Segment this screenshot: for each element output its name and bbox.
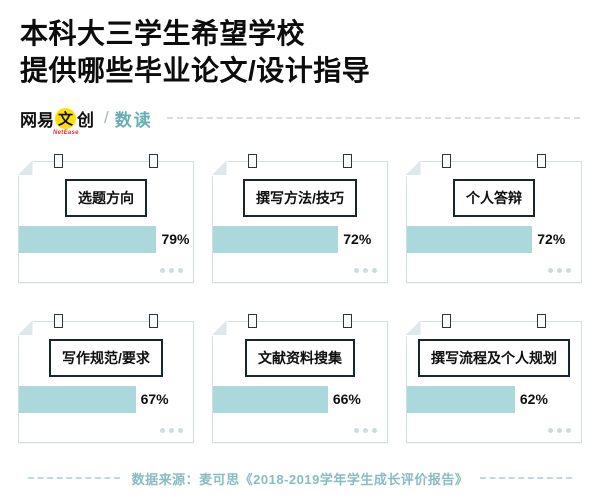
percent-label: 72% — [343, 231, 372, 248]
bar-track: 62% — [407, 385, 581, 413]
source-footer: 数据来源：麦可思《2018-2019学年学生成长评价报告》 — [0, 469, 600, 488]
label-row: 写作规范/要求 — [19, 338, 193, 377]
stat-card-5: 文献资料搜集 66% — [211, 313, 388, 443]
dots-icon — [354, 267, 377, 273]
brand-yellow-dot-icon: 文 — [55, 107, 76, 129]
label-row: 撰写方法/技巧 — [213, 178, 387, 217]
label-row: 文献资料搜集 — [213, 338, 387, 377]
bar-fill — [407, 385, 515, 413]
stat-card-3: 个人答辩 72% — [405, 153, 582, 283]
dots-icon — [160, 267, 183, 273]
dots-icon — [160, 427, 183, 433]
clip-icon — [441, 313, 451, 328]
shudu-logo: 数读 — [114, 110, 153, 130]
percent-label: 72% — [537, 231, 566, 248]
clip-icon — [343, 313, 353, 328]
bar-fill — [407, 225, 533, 253]
dots-icon — [354, 427, 377, 433]
bar-track: 66% — [213, 385, 387, 413]
bar-track: 79% — [19, 225, 193, 253]
clip-icon — [441, 153, 451, 168]
percent-label: 67% — [140, 391, 169, 408]
clip-icon — [247, 313, 257, 328]
bar-track: 72% — [407, 225, 581, 253]
category-label: 选题方向 — [65, 178, 147, 217]
percent-label: 66% — [332, 391, 361, 408]
clip-icon — [537, 153, 547, 168]
footer-dash-right — [480, 477, 573, 480]
bar-track: 67% — [19, 385, 193, 413]
title-line-1: 本科大三学生希望学校 — [20, 18, 306, 49]
bar-fill — [213, 385, 328, 413]
brand-separator: / — [104, 108, 109, 128]
footer-dash-left — [27, 477, 120, 480]
stat-card-6: 撰写流程及个人规划 62% — [405, 313, 582, 443]
dots-icon — [548, 427, 571, 433]
clip-icon — [343, 153, 353, 168]
brand-circled-char: 文 — [57, 110, 73, 128]
cards-grid: 选题方向 79% 撰写方法/技巧 72% — [17, 153, 582, 443]
stat-card-2: 撰写方法/技巧 72% — [211, 153, 388, 283]
category-label: 撰写方法/技巧 — [243, 178, 357, 217]
clip-icon — [149, 153, 159, 168]
netease-wordmark: NetEase — [53, 129, 79, 136]
clip-icon — [247, 153, 257, 168]
category-label: 文献资料搜集 — [245, 338, 355, 377]
page-title: 本科大三学生希望学校 提供哪些毕业论文/设计指导 — [20, 16, 580, 90]
dots-icon — [548, 267, 571, 273]
percent-label: 79% — [161, 231, 190, 248]
clip-icon — [537, 313, 547, 328]
brand-row: 网易 文 创 NetEase / 数读 — [20, 106, 580, 136]
bar-fill — [19, 225, 157, 253]
category-label: 个人答辩 — [453, 178, 535, 217]
header-dashed-divider — [166, 117, 580, 120]
label-row: 撰写流程及个人规划 — [407, 338, 581, 377]
category-label: 写作规范/要求 — [49, 338, 163, 377]
label-row: 个人答辩 — [407, 178, 581, 217]
clip-icon — [53, 313, 63, 328]
percent-label: 62% — [519, 391, 548, 408]
brand-prefix: 网易 — [20, 110, 54, 130]
bar-fill — [19, 385, 136, 413]
bar-track: 72% — [213, 225, 387, 253]
bar-fill — [213, 225, 339, 253]
category-label: 撰写流程及个人规划 — [418, 338, 570, 377]
brand-suffix: 创 — [77, 110, 94, 130]
stat-card-4: 写作规范/要求 67% — [17, 313, 194, 443]
clip-icon — [149, 313, 159, 328]
netease-logo: 网易 文 创 NetEase — [20, 106, 94, 136]
clip-icon — [53, 153, 63, 168]
title-line-2: 提供哪些毕业论文/设计指导 — [20, 54, 371, 86]
stat-card-1: 选题方向 79% — [17, 153, 194, 283]
label-row: 选题方向 — [19, 178, 193, 217]
source-text: 数据来源：麦可思《2018-2019学年学生成长评价报告》 — [131, 471, 469, 487]
